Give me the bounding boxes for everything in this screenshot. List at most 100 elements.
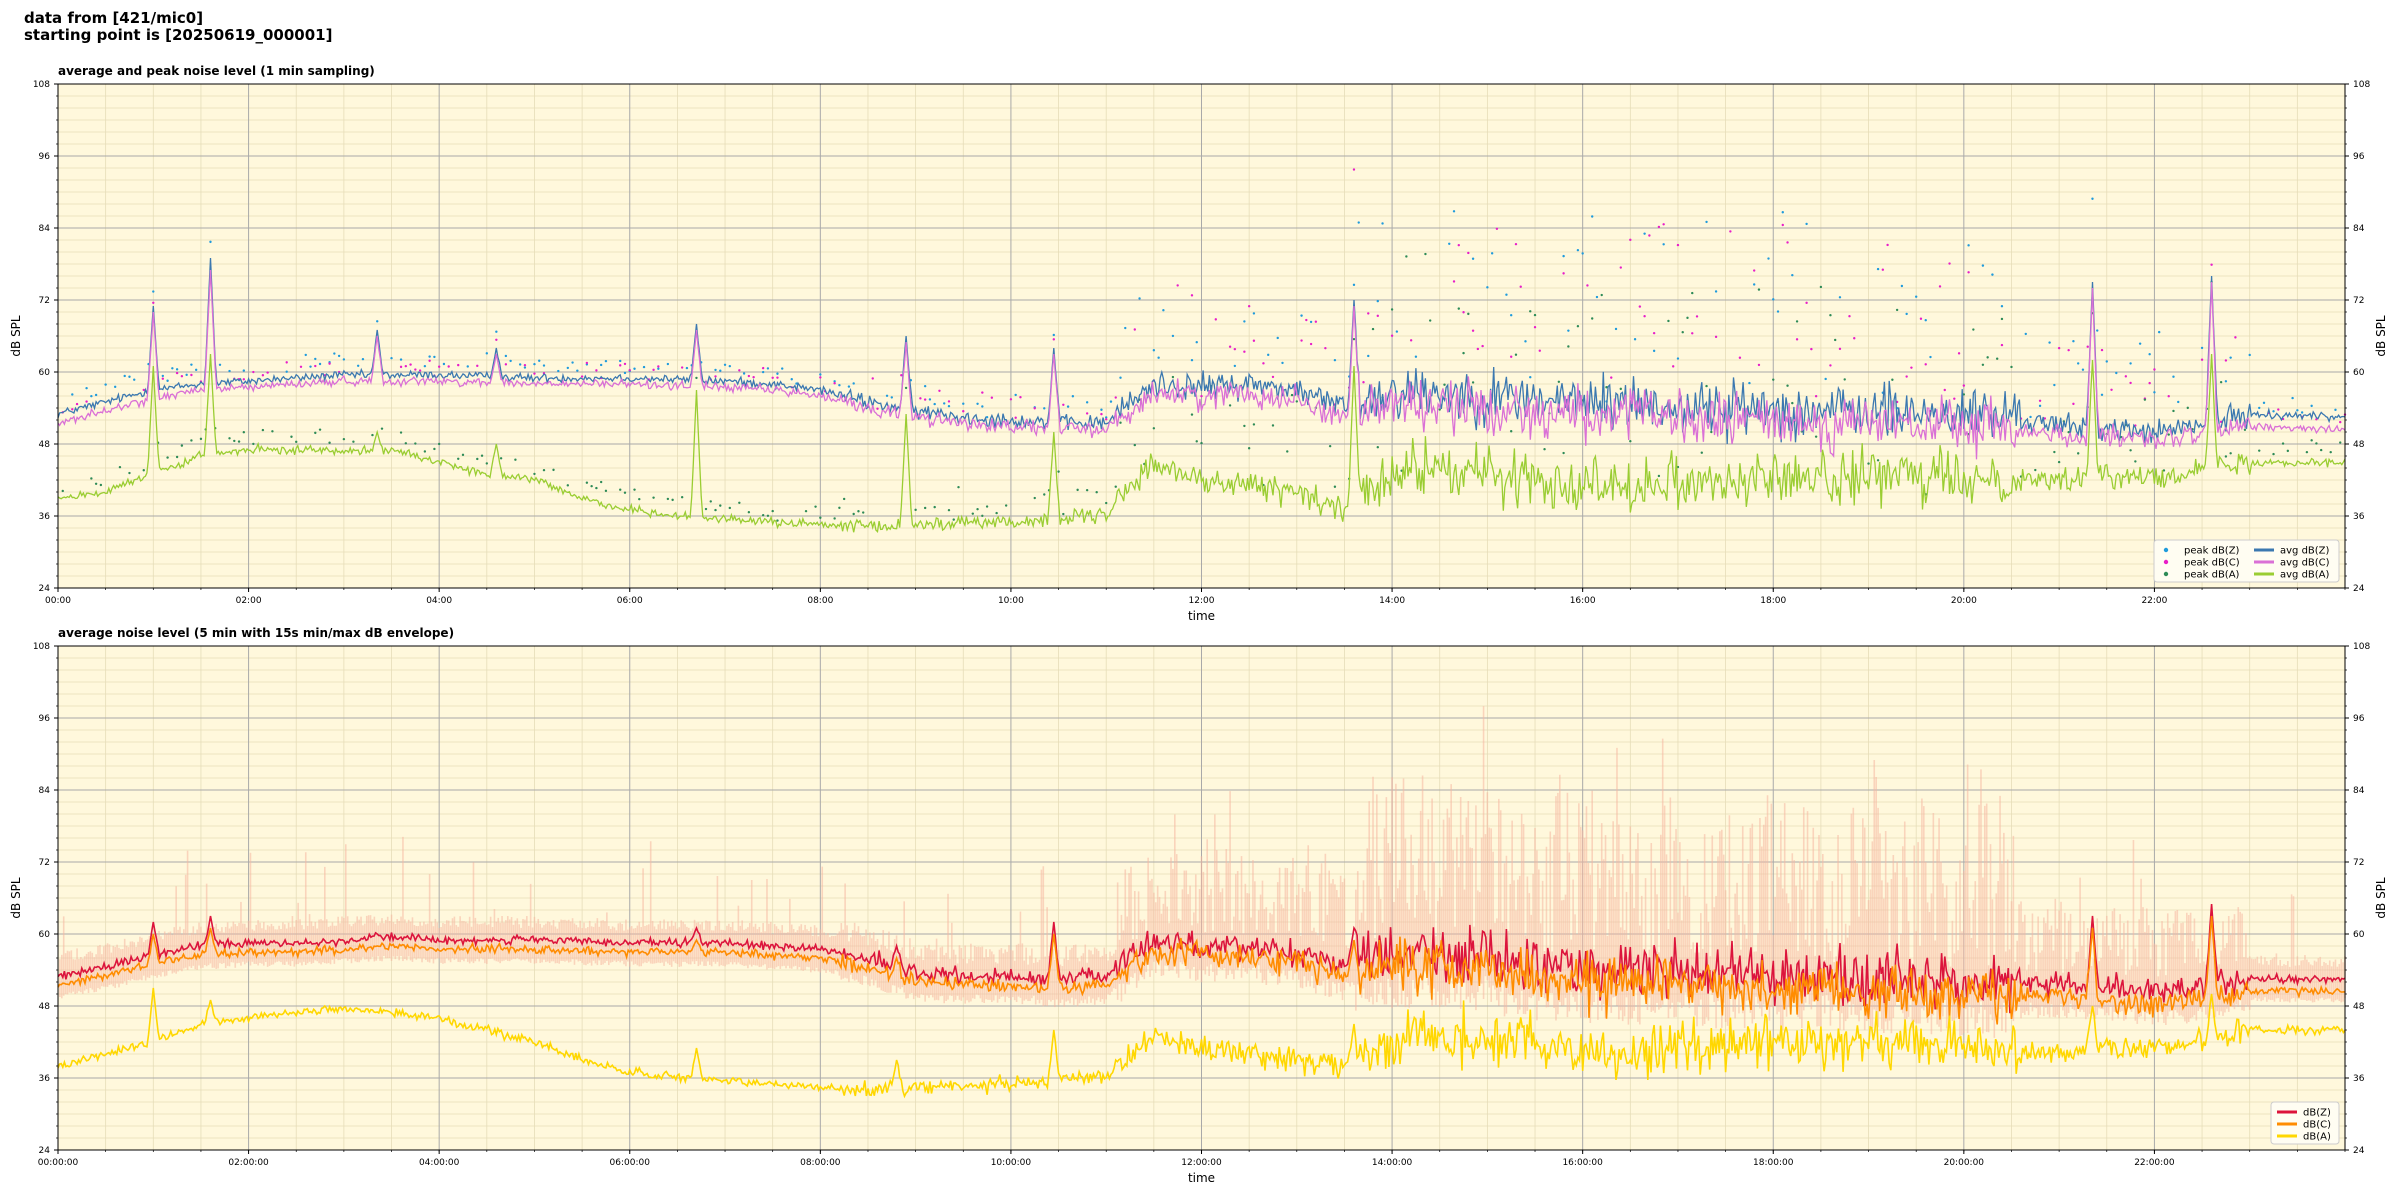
peak-point xyxy=(399,365,403,369)
peak-point xyxy=(761,366,765,370)
peak-point xyxy=(838,506,841,509)
legend-label: avg dB(Z) xyxy=(2280,546,2330,557)
peak-point xyxy=(2167,395,2170,398)
peak-point xyxy=(728,506,732,510)
peak-point xyxy=(1519,285,1522,288)
y-tick-label: 108 xyxy=(33,80,50,90)
peak-point xyxy=(309,365,312,368)
peak-point xyxy=(1352,337,1356,341)
peak-point xyxy=(795,382,798,385)
y-axis-label: dB SPL xyxy=(9,315,23,357)
peak-point xyxy=(1981,363,1985,366)
peak-point xyxy=(2115,371,2118,375)
peak-point xyxy=(1233,347,1237,351)
x-tick-label: 00:00:00 xyxy=(38,1158,79,1168)
peak-point xyxy=(2129,449,2132,452)
peak-point xyxy=(2105,360,2108,363)
peak-point xyxy=(728,364,732,368)
peak-point xyxy=(628,368,631,372)
peak-point xyxy=(533,372,536,375)
peak-point xyxy=(1705,384,1708,388)
peak-point xyxy=(1533,326,1537,329)
peak-point xyxy=(1881,268,1885,271)
peak-point xyxy=(504,363,508,366)
x-tick-label: 16:00:00 xyxy=(1562,1158,1603,1168)
series-peak-db-a- xyxy=(61,252,2342,522)
series-line-avg-db-z- xyxy=(57,257,2346,445)
peak-point xyxy=(1457,307,1460,310)
peak-point xyxy=(1252,339,1256,342)
peak-point xyxy=(1262,362,1265,365)
peak-point xyxy=(1972,328,1975,331)
peak-point xyxy=(595,369,598,372)
peak-point xyxy=(233,439,236,443)
peak-point xyxy=(1633,338,1637,341)
peak-point xyxy=(433,447,436,451)
peak-point xyxy=(819,376,822,379)
x-tick-label: 16:00 xyxy=(1570,596,1596,606)
peak-point xyxy=(1953,397,1956,400)
peak-point xyxy=(1252,423,1256,426)
peak-point xyxy=(1105,501,1108,505)
peak-point xyxy=(1629,440,1632,443)
peak-point xyxy=(304,353,307,357)
peak-point xyxy=(1614,327,1618,331)
peak-point xyxy=(171,367,174,370)
peak-point xyxy=(2229,356,2232,359)
peak-point xyxy=(1014,393,1017,397)
peak-point xyxy=(1590,317,1594,320)
peak-point xyxy=(680,366,684,369)
peak-point xyxy=(237,440,241,443)
peak-point xyxy=(2210,263,2213,266)
x-tick-label: 22:00 xyxy=(2141,596,2167,606)
peak-point xyxy=(619,359,622,363)
peak-point xyxy=(776,519,779,522)
peak-point xyxy=(1810,347,1813,351)
peak-point xyxy=(1814,395,1818,398)
peak-point xyxy=(923,384,927,388)
peak-point xyxy=(981,405,984,408)
peak-point xyxy=(1943,388,1946,392)
peak-point xyxy=(328,362,331,365)
peak-point xyxy=(2339,420,2342,424)
peak-point xyxy=(2076,452,2080,455)
peak-point xyxy=(295,440,298,444)
peak-point xyxy=(652,496,655,499)
peak-point xyxy=(1033,496,1036,500)
peak-point xyxy=(1333,358,1337,362)
peak-point xyxy=(742,372,746,375)
peak-point xyxy=(1657,225,1661,229)
peak-point xyxy=(1362,381,1365,384)
peak-point xyxy=(1409,339,1413,342)
peak-point xyxy=(1233,364,1237,368)
peak-point xyxy=(585,361,589,365)
peak-point xyxy=(2129,381,2132,385)
peak-point xyxy=(847,385,851,388)
peak-point xyxy=(437,442,441,446)
peak-point xyxy=(314,431,317,435)
peak-point xyxy=(61,489,64,493)
peak-point xyxy=(761,513,765,517)
peak-point xyxy=(2291,396,2294,400)
y-tick-label-right: 60 xyxy=(2353,930,2365,940)
peak-point xyxy=(542,468,546,472)
peak-point xyxy=(271,430,274,433)
peak-point xyxy=(771,376,774,380)
y-tick-label-right: 60 xyxy=(2353,368,2365,378)
legend: peak dB(Z)peak dB(C)peak dB(A)avg dB(Z)a… xyxy=(2153,539,2340,583)
peak-point xyxy=(1190,294,1194,297)
peak-point xyxy=(94,393,98,397)
peak-point xyxy=(680,496,684,499)
peak-point xyxy=(1471,257,1475,260)
peak-point xyxy=(1595,295,1599,299)
peak-point xyxy=(1610,376,1613,379)
peak-point xyxy=(2219,380,2223,384)
peak-point xyxy=(1333,485,1337,488)
peak-point xyxy=(1791,273,1794,277)
peak-point xyxy=(123,374,126,378)
x-tick-label: 22:00:00 xyxy=(2134,1158,2175,1168)
peak-point xyxy=(2053,450,2056,454)
peak-point xyxy=(1057,470,1060,473)
y-tick-label-right: 96 xyxy=(2353,714,2365,724)
peak-point xyxy=(1590,215,1594,218)
